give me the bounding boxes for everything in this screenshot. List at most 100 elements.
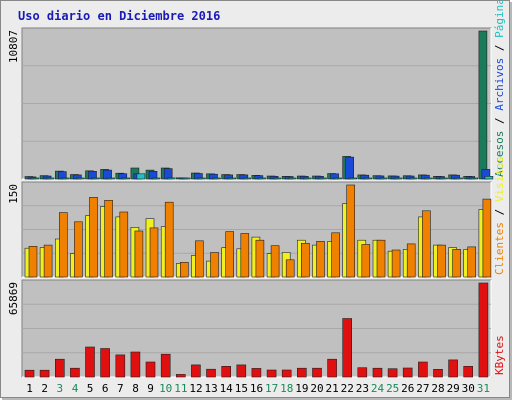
x-tick-label: 15	[235, 382, 248, 395]
bar-pginas-day-23	[363, 177, 373, 180]
x-tick-label: 19	[295, 382, 308, 395]
bar-clientes-day-15	[240, 233, 250, 278]
bar-pginas-day-4	[76, 177, 85, 180]
bar-kbytes-day-4	[70, 367, 80, 378]
x-tick-label: 5	[87, 382, 94, 395]
bar-kbytes-day-8	[130, 351, 141, 378]
bar-clientes-day-9	[149, 227, 159, 278]
bar-pginas-day-19	[302, 177, 312, 180]
bar-pginas-day-10	[166, 177, 176, 180]
bar-clientes-day-23	[361, 244, 371, 278]
chart-panels: 10807 Accesos / Archivos / Páginas 150 Clie…	[7, 0, 506, 378]
bar-clientes-day-29	[452, 249, 461, 278]
series-label: KBytes	[493, 335, 506, 375]
bar-kbytes-day-12	[191, 364, 201, 378]
bar-pginas-day-21	[333, 177, 342, 180]
x-tick-label: 1	[26, 382, 33, 395]
bar-clientes-day-17	[270, 245, 280, 278]
bar-kbytes-day-2	[39, 369, 50, 378]
series-label-part: Clientes	[493, 222, 506, 275]
x-tick-label: 22	[341, 382, 354, 395]
bar-clientes-day-21	[331, 232, 340, 278]
bar-pginas-day-11	[182, 177, 191, 180]
bar-pginas-day-28	[439, 177, 448, 180]
x-tick-label: 31	[477, 382, 490, 395]
bar-kbytes-day-5	[85, 346, 95, 378]
bar-clientes-day-6	[104, 200, 113, 278]
series-label-part: Accesos	[493, 131, 506, 177]
bar-kbytes-day-26	[402, 367, 413, 378]
bar-clientes-day-30	[467, 246, 477, 278]
bar-pginas-day-27	[424, 177, 433, 180]
bar-clientes-day-2	[43, 244, 53, 278]
bar-kbytes-day-14	[221, 365, 231, 378]
bar-kbytes-day-23	[357, 367, 368, 378]
bar-clientes-day-5	[89, 197, 98, 278]
bar-clientes-day-3	[58, 212, 68, 278]
bar-pginas-day-5	[91, 177, 100, 180]
bar-kbytes-day-11	[176, 374, 186, 378]
series-label-part: /	[493, 202, 506, 222]
bar-pginas-day-29	[454, 177, 463, 180]
bar-clientes-day-28	[437, 244, 446, 278]
x-tick-label: 21	[325, 382, 338, 395]
bar-pginas-day-16	[257, 177, 267, 180]
bar-pginas-day-13	[212, 177, 221, 180]
bar-kbytes-day-13	[206, 368, 216, 378]
x-tick-label: 2	[41, 382, 48, 395]
bar-kbytes-day-29	[448, 359, 458, 378]
bar-clientes-day-18	[285, 259, 295, 278]
x-tick-label: 26	[401, 382, 414, 395]
bar-clientes-day-26	[406, 243, 416, 278]
bar-kbytes-day-10	[160, 353, 171, 378]
bar-clientes-day-4	[74, 221, 83, 278]
x-tick-label: 13	[204, 382, 217, 395]
series-label: Accesos / Archivos / Páginas	[493, 0, 506, 177]
bar-kbytes-day-20	[312, 367, 322, 378]
x-tick-label: 3	[56, 382, 63, 395]
x-axis-labels: 1 2 3 4 5 6 7 8 9 10 11 12 13 14 15 16 17 18 19 20 21 22 23 24 2…	[26, 382, 490, 395]
x-tick-label: 24	[371, 382, 385, 395]
x-tick-label: 17	[265, 382, 278, 395]
x-tick-label: 23	[356, 382, 369, 395]
x-tick-label: 4	[72, 382, 79, 395]
x-tick-label: 8	[132, 382, 139, 395]
x-tick-label: 20	[310, 382, 323, 395]
bar-kbytes-day-21	[327, 358, 337, 378]
bar-kbytes-day-27	[418, 361, 428, 378]
y-max-label: 150	[7, 184, 20, 204]
bar-pginas-day-30	[469, 177, 479, 180]
bar-clientes-day-27	[422, 210, 431, 278]
bar-kbytes-day-7	[115, 354, 126, 378]
bar-archivos-day-10	[163, 168, 173, 180]
bar-pginas-day-12	[197, 177, 206, 180]
bar-clientes-day-31	[482, 198, 492, 278]
series-label-part: KBytes	[493, 335, 506, 375]
bar-kbytes-day-24	[372, 367, 383, 378]
bar-pginas-day-15	[242, 177, 252, 180]
x-tick-label: 9	[147, 382, 154, 395]
x-tick-label: 18	[280, 382, 293, 395]
bar-pginas-day-25	[393, 177, 403, 180]
bar-clientes-day-24	[376, 239, 386, 278]
bar-kbytes-day-16	[251, 368, 262, 378]
panel-hits: 10807 Accesos / Archivos / Páginas	[7, 0, 506, 180]
x-tick-label: 7	[117, 382, 124, 395]
x-tick-label: 11	[174, 382, 187, 395]
bar-pginas-day-22	[348, 177, 358, 180]
bar-pginas-day-6	[106, 177, 115, 180]
y-max-label: 10807	[7, 30, 20, 63]
bar-pginas-day-31	[484, 176, 494, 180]
bar-archivos-day-22	[345, 156, 355, 180]
bar-pginas-day-26	[408, 177, 418, 180]
bar-clientes-day-20	[316, 241, 325, 278]
chart-title: Uso diario en Diciembre 2016	[18, 9, 220, 23]
bar-clientes-day-16	[255, 239, 265, 278]
x-tick-label: 14	[220, 382, 234, 395]
bar-pginas-day-24	[378, 177, 388, 180]
bar-clientes-day-10	[164, 201, 174, 278]
x-tick-label: 12	[189, 382, 202, 395]
x-tick-label: 30	[462, 382, 475, 395]
bar-kbytes-day-9	[145, 361, 156, 378]
